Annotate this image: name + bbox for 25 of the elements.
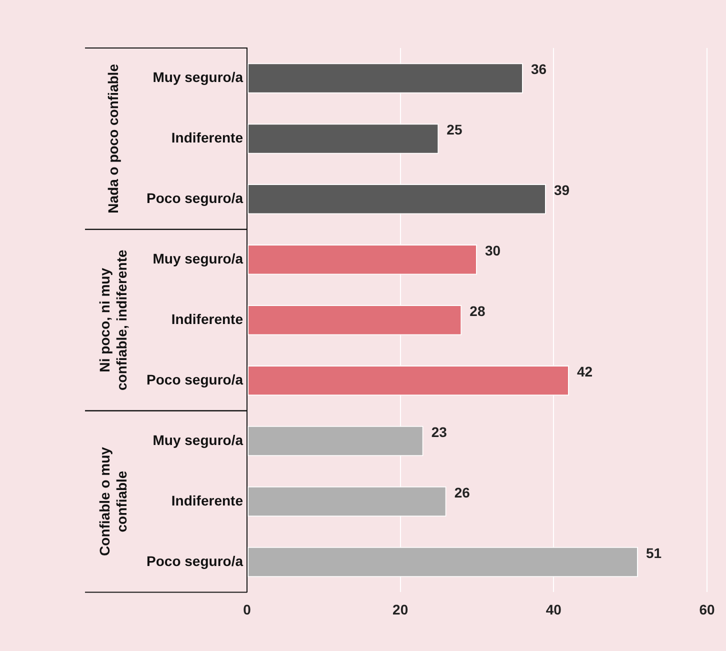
x-tick-label: 40	[546, 601, 562, 618]
y-tick-label: Poco seguro/a	[146, 371, 244, 388]
data-label: 23	[431, 424, 448, 440]
data-label: 39	[554, 182, 570, 198]
y-tick-label: Indiferente	[171, 492, 244, 508]
y-tick-label: Indiferente	[171, 130, 244, 146]
y-tick-label: Muy seguro/a	[152, 69, 244, 86]
text: Ni poco, ni muy confiable, indiferente	[96, 249, 130, 391]
x-tick-label: 60	[699, 601, 715, 618]
y-tick-label: Muy seguro/a	[152, 432, 244, 448]
data-label: 51	[646, 544, 662, 561]
x-tick-label: 0	[243, 601, 252, 618]
text: Nada o poco confiable	[104, 64, 121, 214]
y-tick-label: Poco seguro/a	[146, 552, 244, 569]
text: Confiable o muy confiable	[96, 446, 130, 556]
data-label: 42	[577, 363, 593, 380]
y-tick-label: Indiferente	[171, 310, 244, 327]
y-tick-label: Poco seguro/a	[146, 190, 244, 206]
x-tick-label: 20	[392, 601, 408, 618]
data-label: 25	[446, 122, 462, 138]
data-label: 30	[485, 242, 501, 258]
data-label: 28	[470, 302, 486, 319]
y-tick-label: Muy seguro/a	[152, 250, 244, 266]
data-label: 36	[531, 61, 547, 78]
data-label: 26	[454, 484, 470, 500]
